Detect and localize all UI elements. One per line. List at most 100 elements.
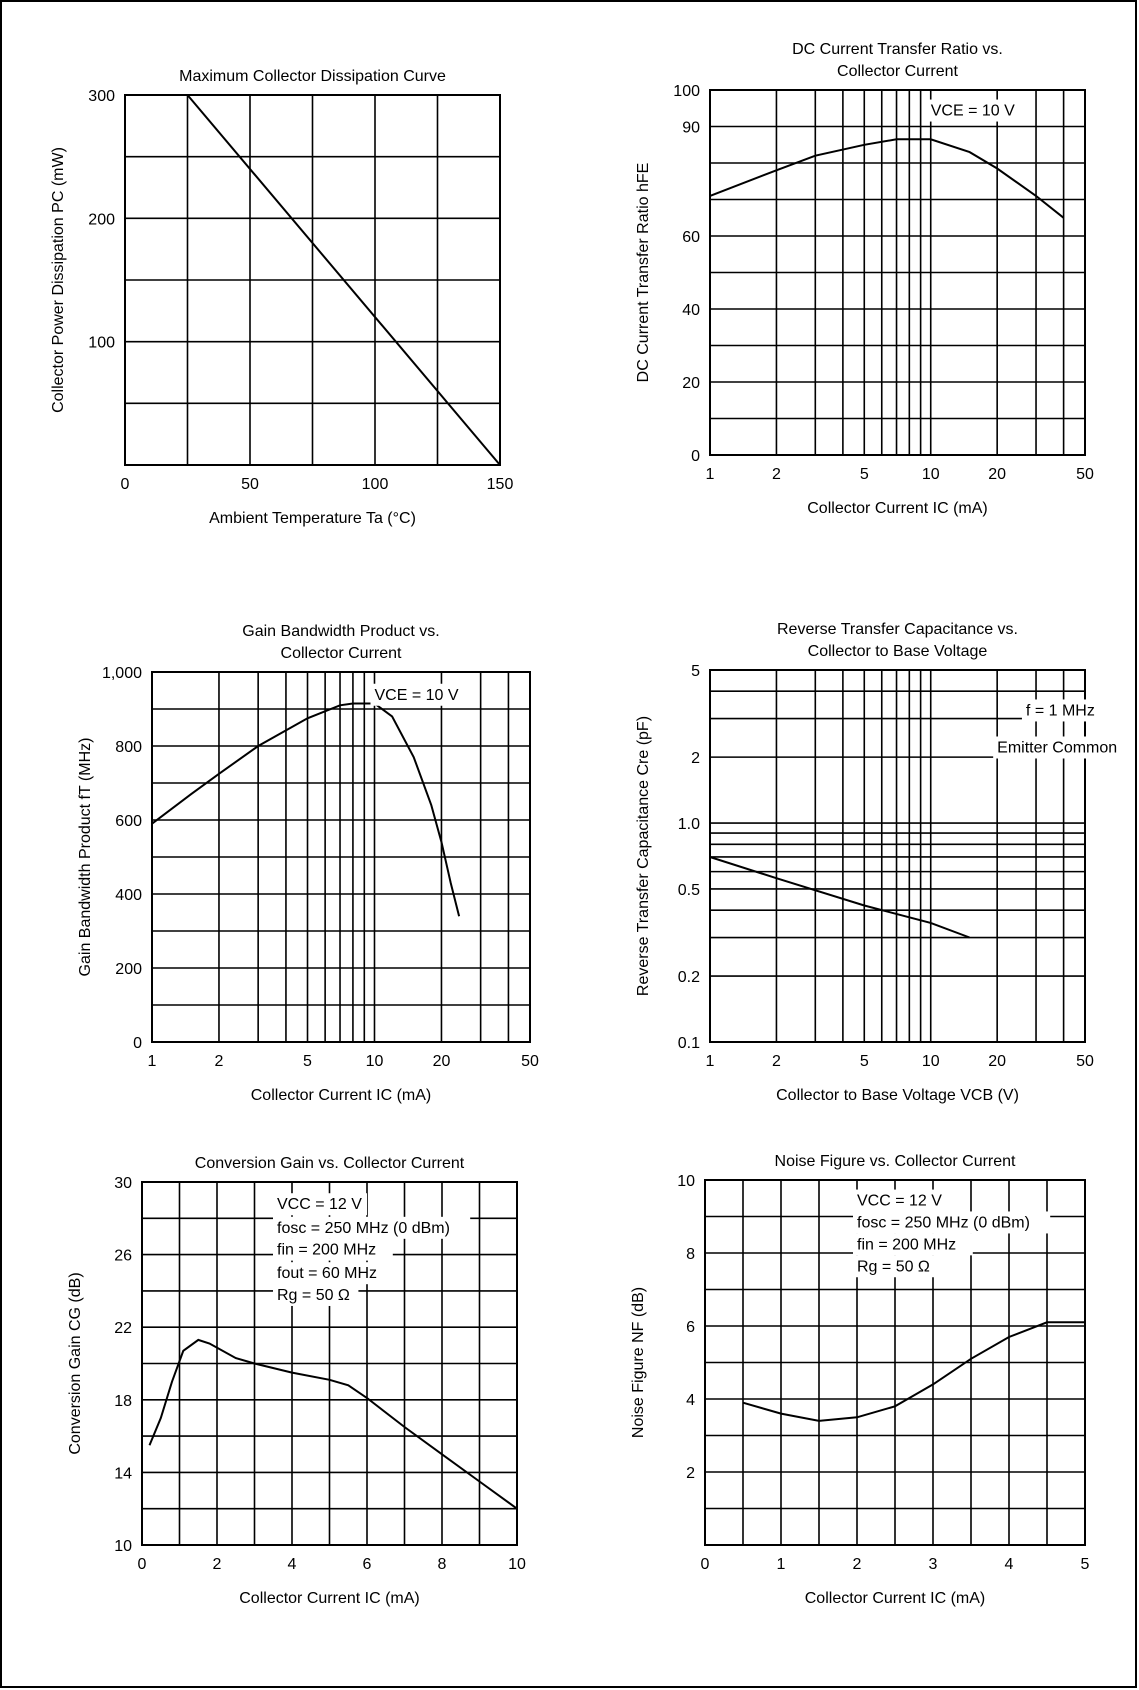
y-tick-label: 60 — [682, 229, 700, 246]
x-tick-label: 50 — [1076, 1053, 1094, 1070]
x-tick-label: 100 — [362, 476, 389, 493]
annotation-backing — [1021, 699, 1108, 722]
y-tick-label: 100 — [673, 83, 700, 100]
y-tick-label: 4 — [686, 1392, 695, 1409]
chart-annotation: fout = 60 MHz — [277, 1265, 377, 1282]
y-tick-label: 600 — [115, 813, 142, 830]
x-axis-label: Ambient Temperature Ta (°C) — [209, 510, 416, 527]
y-tick-label: 800 — [115, 739, 142, 756]
x-tick-label: 150 — [487, 476, 514, 493]
data-series-line — [151, 702, 461, 917]
x-tick-label: 10 — [508, 1556, 526, 1573]
x-tick-label: 2 — [772, 466, 781, 483]
y-axis-label: Gain Bandwidth Product fT (MHz) — [77, 738, 94, 977]
x-tick-label: 6 — [363, 1556, 372, 1573]
y-tick-label: 18 — [114, 1393, 132, 1410]
annotation-backing — [926, 99, 1021, 122]
chart-annotation: fin = 200 MHz — [277, 1242, 376, 1259]
y-tick-label: 8 — [686, 1246, 695, 1263]
chart-annotation: f = 1 MHz — [1026, 702, 1095, 719]
y-tick-label: 30 — [114, 1175, 132, 1192]
chart-title: Collector Current — [837, 63, 958, 80]
x-tick-label: 10 — [922, 466, 940, 483]
x-tick-label: 10 — [922, 1053, 940, 1070]
chart-3: 1 2 5 10 20 50 0 200 400 600 800 1,000 Gain Bandwidt… — [77, 623, 539, 1104]
data-series-line — [186, 94, 501, 466]
data-series-line — [709, 856, 970, 939]
chart-annotation: VCE = 10 V — [374, 687, 458, 704]
annotation-backing — [273, 1238, 393, 1261]
y-tick-label: 200 — [88, 211, 115, 228]
chart-annotation: fosc = 250 MHz (0 dBm) — [277, 1220, 450, 1237]
annotation-backing — [853, 1233, 973, 1256]
x-axis-label: Collector Current IC (mA) — [805, 1590, 985, 1607]
x-tick-label: 5 — [303, 1053, 312, 1070]
x-tick-label: 50 — [1076, 466, 1094, 483]
x-tick-label: 1 — [148, 1053, 157, 1070]
plot-frame — [124, 94, 501, 466]
annotation-backing — [853, 1255, 939, 1278]
annotation-backing — [273, 1193, 367, 1216]
chart-annotation: Emitter Common — [997, 739, 1117, 756]
x-tick-label: 4 — [1005, 1556, 1014, 1573]
y-tick-label: 14 — [114, 1465, 132, 1482]
x-tick-label: 5 — [1081, 1556, 1090, 1573]
x-tick-label: 2 — [215, 1053, 224, 1070]
x-tick-label: 3 — [929, 1556, 938, 1573]
x-tick-label: 20 — [988, 1053, 1006, 1070]
x-tick-label: 0 — [138, 1556, 147, 1573]
x-axis-label: Collector Current IC (mA) — [807, 500, 987, 517]
data-series-line — [148, 1338, 518, 1510]
x-tick-label: 1 — [706, 1053, 715, 1070]
annotation-backing — [993, 736, 1122, 759]
annotation-backing — [370, 683, 465, 706]
chart-annotation: VCE = 10 V — [931, 103, 1015, 120]
y-tick-label: 200 — [115, 961, 142, 978]
x-tick-label: 1 — [706, 466, 715, 483]
y-axis-label: DC Current Transfer Ratio hFE — [635, 163, 652, 383]
y-tick-label: 2 — [691, 750, 700, 767]
chart-annotation: fin = 200 MHz — [857, 1236, 956, 1253]
chart-title: Noise Figure vs. Collector Current — [775, 1153, 1017, 1170]
chart-title: Reverse Transfer Capacitance vs. — [777, 621, 1018, 638]
x-axis-label: Collector Current IC (mA) — [239, 1590, 419, 1607]
y-tick-label: 40 — [682, 302, 700, 319]
x-tick-label: 4 — [288, 1556, 297, 1573]
chart-2: 1 2 5 10 20 50 0 20 40 60 90 100 DC Current Transfer… — [635, 41, 1094, 517]
y-tick-label: 90 — [682, 120, 700, 137]
y-tick-label: 5 — [691, 663, 700, 680]
plot-frame — [709, 669, 1086, 1043]
y-tick-label: 6 — [686, 1319, 695, 1336]
x-tick-label: 1 — [777, 1556, 786, 1573]
chart-5: 0 2 4 6 8 10 10 14 18 22 26 30 Conversion Gain vs. C… — [67, 1155, 526, 1607]
x-tick-label: 20 — [433, 1053, 451, 1070]
y-tick-label: 20 — [682, 375, 700, 392]
x-tick-label: 0 — [121, 476, 130, 493]
plot-frame — [151, 671, 531, 1043]
chart-annotation: Rg = 50 Ω — [277, 1287, 350, 1304]
y-tick-label: 22 — [114, 1320, 132, 1337]
x-tick-label: 2 — [853, 1556, 862, 1573]
y-tick-label: 300 — [88, 88, 115, 105]
data-series-line — [742, 1321, 1085, 1422]
annotation-backing — [273, 1216, 471, 1239]
x-tick-label: 50 — [521, 1053, 539, 1070]
chart-1: 0 50 100 150 100 200 300 Maximum Collector Diss… — [50, 68, 513, 527]
y-axis-label: Collector Power Dissipation PC (mW) — [50, 147, 67, 413]
data-series-line — [709, 138, 1065, 219]
y-tick-label: 1.0 — [678, 816, 700, 833]
x-tick-label: 10 — [366, 1053, 384, 1070]
x-axis-label: Collector to Base Voltage VCB (V) — [776, 1087, 1019, 1104]
y-tick-label: 10 — [677, 1173, 695, 1190]
x-tick-label: 5 — [860, 1053, 869, 1070]
chart-annotation: Rg = 50 Ω — [857, 1258, 930, 1275]
chart-title: Collector to Base Voltage — [808, 643, 988, 660]
plot-frame — [709, 89, 1086, 456]
x-tick-label: 8 — [438, 1556, 447, 1573]
y-tick-label: 0.1 — [678, 1035, 700, 1052]
chart-title: DC Current Transfer Ratio vs. — [792, 41, 1003, 58]
plot-frame — [141, 1181, 518, 1546]
y-tick-label: 400 — [115, 887, 142, 904]
